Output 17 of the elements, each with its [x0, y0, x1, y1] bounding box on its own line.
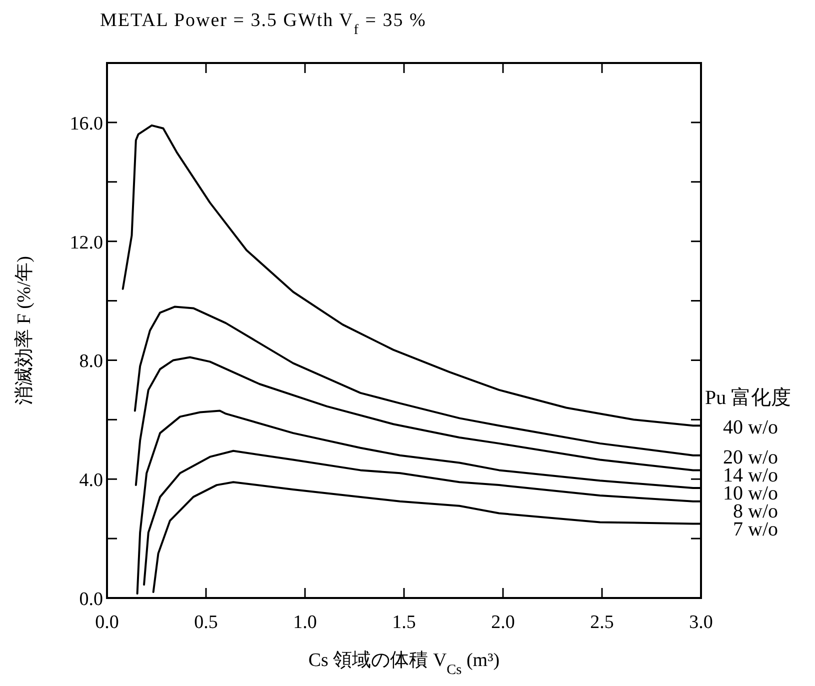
x-tick-label: 2.0 — [491, 612, 515, 633]
x-tick-label: 2.5 — [590, 612, 614, 633]
y-tick-label: 4.0 — [79, 470, 103, 492]
x-axis-title: Cs 領域の体積 V$_{Cs}$ (m³) — [308, 650, 500, 678]
text: 40 w/o — [723, 416, 778, 439]
y-tick-label: 0.0 — [79, 589, 103, 610]
text: Pu 富化度 — [705, 387, 792, 409]
x-tick-label: 1.5 — [392, 612, 416, 633]
x-tick-label: 1.0 — [293, 612, 317, 633]
y-tick-label: 8.0 — [79, 351, 103, 372]
y-tick-label: 12.0 — [70, 232, 103, 254]
y-tick-label: 16.0 — [70, 113, 103, 134]
y-axis-title: 消滅効率 F (%/年) — [13, 256, 35, 405]
title: METAL Power = 3.5 GWth V$_{f}$ = 35 % — [100, 10, 426, 38]
x-tick-label: 3.0 — [689, 612, 713, 633]
x-tick-label: 0.0 — [95, 612, 119, 633]
x-tick-label: 0.5 — [194, 612, 218, 633]
